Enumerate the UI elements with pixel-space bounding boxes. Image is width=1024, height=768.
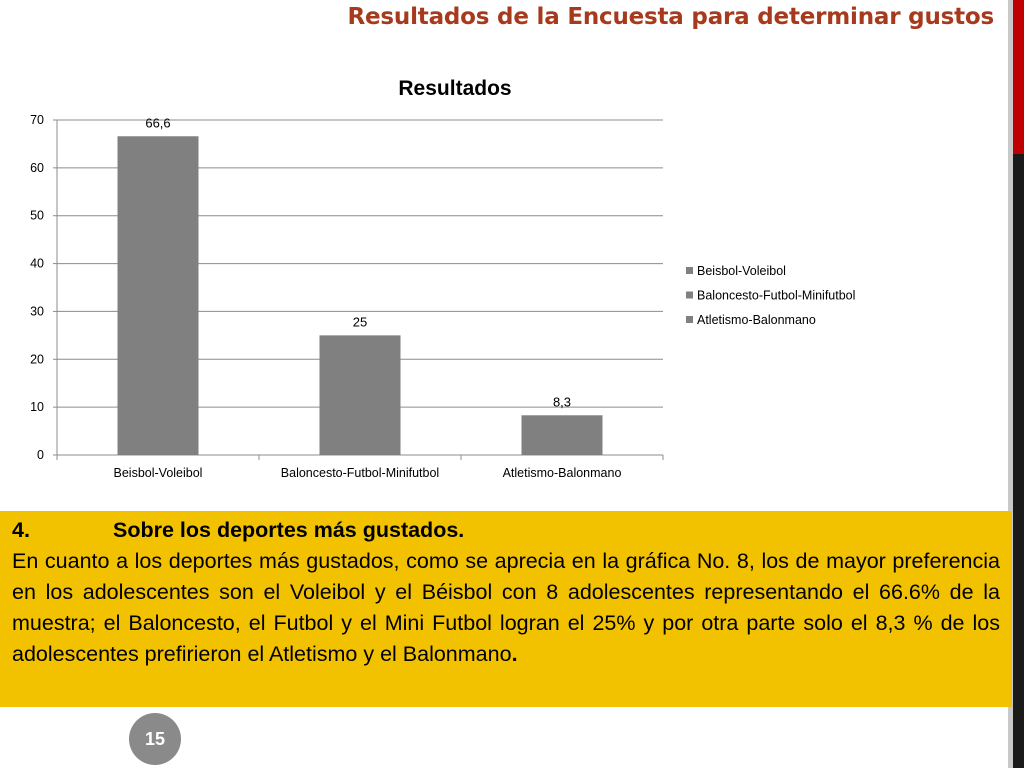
description-paragraph: En cuanto a los deportes más gustados, c… — [12, 546, 1000, 670]
section-number: 4. — [12, 518, 30, 542]
y-tick-label: 0 — [37, 448, 44, 462]
section-heading: 4. Sobre los deportes más gustados. — [12, 515, 1000, 546]
description-text: En cuanto a los deportes más gustados, c… — [12, 549, 1000, 666]
y-tick-label: 20 — [30, 352, 44, 366]
bar — [521, 415, 603, 455]
bar — [319, 335, 401, 455]
chart-title: Resultados — [398, 77, 511, 100]
legend-label: Beisbol-Voleibol — [697, 264, 786, 278]
legend-label: Atletismo-Balonmano — [697, 313, 816, 327]
y-tick-label: 60 — [30, 161, 44, 175]
y-tick-label: 50 — [30, 209, 44, 223]
axes — [53, 119, 664, 460]
data-label: 66,6 — [145, 115, 170, 130]
legend-label: Baloncesto-Futbol-Minifutbol — [697, 289, 855, 303]
y-tick-label: 30 — [30, 304, 44, 318]
x-category-label: Beisbol-Voleibol — [114, 466, 203, 480]
labels: 0 10 20 30 40 50 60 70 66,6 Beisbol-Voleibol 25 Bal… — [30, 113, 621, 480]
page-number: 15 — [129, 713, 181, 765]
slide-title: Resultados de la Encuesta para determina… — [347, 4, 995, 30]
data-label: 8,3 — [553, 394, 571, 409]
y-tick-label: 10 — [30, 400, 44, 414]
section-heading-text: Sobre los deportes más gustados. — [113, 518, 465, 542]
description-end: . — [511, 642, 518, 666]
bars — [117, 136, 603, 455]
legend-swatch — [686, 267, 693, 274]
legend-swatch — [686, 316, 693, 323]
edge-bar-grey — [1008, 0, 1013, 768]
data-label: 25 — [353, 314, 367, 329]
x-category-label: Baloncesto-Futbol-Minifutbol — [281, 466, 439, 480]
y-tick-label: 70 — [30, 113, 44, 127]
y-tick-label: 40 — [30, 257, 44, 271]
bar — [117, 136, 199, 455]
bar-chart: Resultados 0 10 20 30 40 50 60 70 66,6 Beisbol-Vo… — [30, 77, 855, 480]
description-box: 4. Sobre los deportes más gustados. En cu… — [0, 511, 1012, 707]
legend: Beisbol-Voleibol Baloncesto-Futbol-Minifu… — [686, 264, 855, 327]
legend-swatch — [686, 291, 693, 299]
x-category-label: Atletismo-Balonmano — [503, 466, 622, 480]
